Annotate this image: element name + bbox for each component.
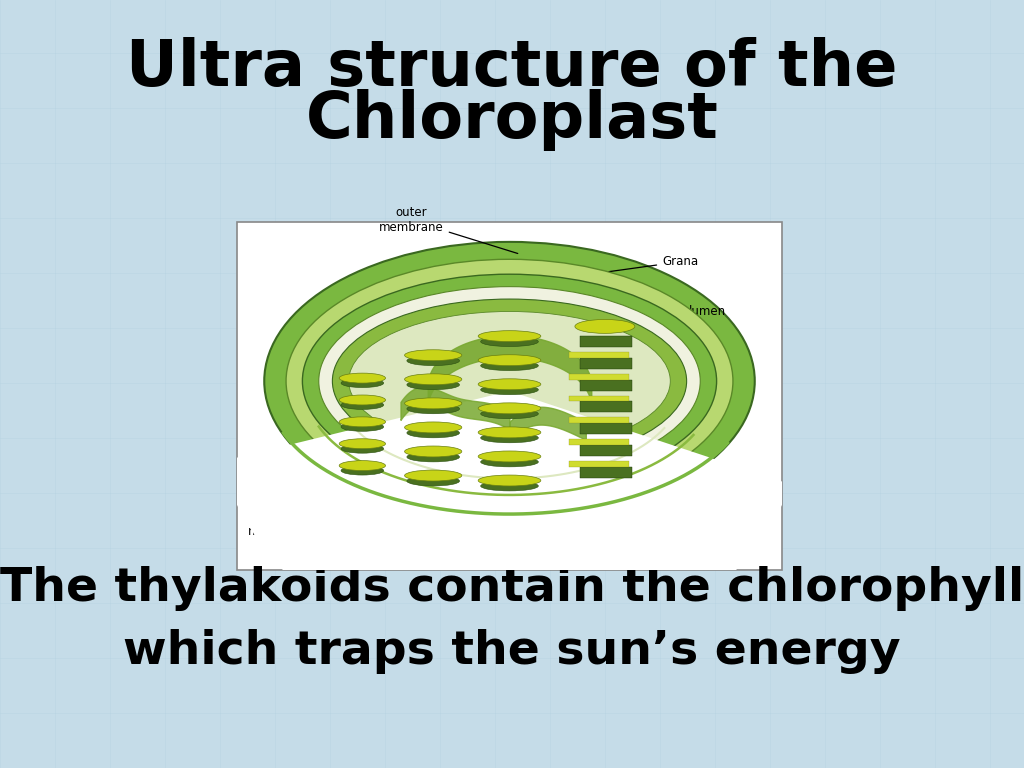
Ellipse shape [404,446,462,457]
Text: Chloroplast: Chloroplast [305,89,719,151]
Bar [581,379,632,391]
Ellipse shape [286,260,733,503]
Wedge shape [220,391,792,664]
Ellipse shape [333,299,687,463]
Bar [581,445,632,456]
Ellipse shape [407,356,460,366]
Ellipse shape [339,417,385,427]
Ellipse shape [341,466,384,475]
Ellipse shape [339,395,385,405]
Ellipse shape [339,439,385,449]
Ellipse shape [478,451,541,462]
Bar [569,396,630,402]
Ellipse shape [341,422,384,432]
Ellipse shape [407,380,460,389]
Ellipse shape [341,400,384,409]
Text: Grana: Grana [540,255,698,281]
Bar [569,352,630,358]
Ellipse shape [341,379,384,388]
Bar [581,358,632,369]
Bar [569,373,630,379]
Ellipse shape [480,361,539,371]
Ellipse shape [339,373,385,383]
Ellipse shape [302,274,717,488]
Ellipse shape [478,403,541,414]
Ellipse shape [407,452,460,462]
Ellipse shape [264,242,755,520]
Ellipse shape [341,444,384,453]
Ellipse shape [478,331,541,342]
Ellipse shape [404,349,462,361]
Ellipse shape [407,404,460,414]
Bar [581,336,632,347]
Bar [237,222,782,570]
Ellipse shape [478,427,541,438]
Ellipse shape [480,336,539,346]
Ellipse shape [480,433,539,443]
Ellipse shape [478,379,541,389]
Ellipse shape [404,374,462,385]
Text: stroma: stroma [423,498,480,558]
Text: Ultra structure of the: Ultra structure of the [126,37,898,99]
Ellipse shape [480,481,539,491]
Bar [581,402,632,412]
Bar [569,461,630,467]
Ellipse shape [404,470,462,481]
Ellipse shape [404,398,462,409]
Ellipse shape [404,422,462,433]
Bar [569,417,630,423]
Ellipse shape [407,476,460,486]
Ellipse shape [480,385,539,395]
Text: thylakoids: thylakoids [534,498,594,568]
Ellipse shape [574,319,635,333]
Text: outer
membrane: outer membrane [379,207,518,253]
Text: lumen: lumen [632,305,726,331]
Bar [569,439,630,445]
Ellipse shape [407,428,460,438]
Ellipse shape [480,409,539,419]
Text: The thylakoids contain the chlorophyll
which traps the sun’s energy: The thylakoids contain the chlorophyll w… [0,566,1024,674]
Ellipse shape [318,286,700,475]
Bar [581,423,632,434]
Ellipse shape [478,475,541,486]
Bar [581,467,632,478]
Text: inner
membrane: inner membrane [248,448,355,538]
Ellipse shape [339,461,385,471]
Ellipse shape [349,312,671,451]
Ellipse shape [480,457,539,467]
Ellipse shape [478,355,541,366]
